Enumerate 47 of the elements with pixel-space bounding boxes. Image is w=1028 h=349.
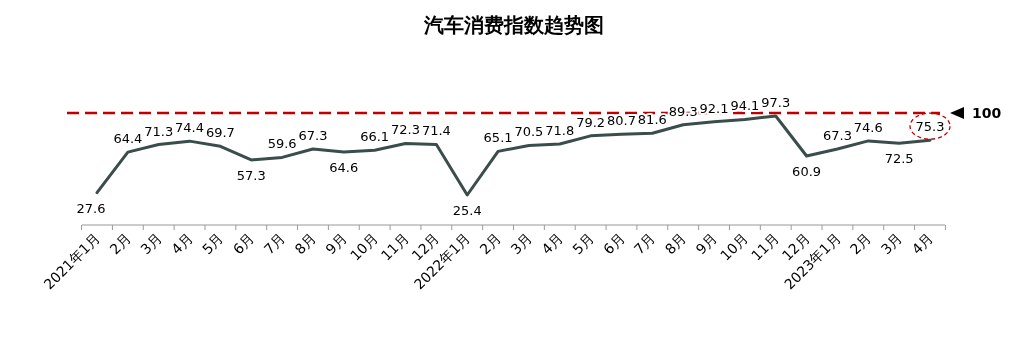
data-label: 67.3 [822,127,852,143]
data-label: 80.7 [607,113,636,129]
data-label: 71.3 [144,123,174,139]
data-label: 71.4 [421,123,451,139]
x-tick-label: 7月 [630,229,659,258]
data-label: 70.5 [514,124,544,140]
x-tick-label: 5月 [569,229,597,258]
data-label: 89.3 [668,103,698,119]
data-label: 75.3 [915,119,945,135]
x-tick-label: 3月 [137,229,165,258]
data-label: 66.1 [360,129,390,145]
data-label: 59.6 [267,136,297,152]
data-label: 69.7 [205,125,235,141]
data-label: 65.1 [483,130,513,146]
data-label: 94.1 [730,98,760,114]
data-label: 27.6 [76,200,106,216]
x-tick-label: 2月 [476,229,505,258]
data-label: 81.6 [637,112,667,128]
data-label: 71.8 [545,123,575,138]
x-tick-label: 3月 [877,229,906,258]
x-tick-label: 7月 [260,229,289,258]
data-label: 67.3 [298,127,328,143]
x-tick-label: 2月 [846,229,875,258]
data-label: 72.5 [884,151,914,167]
x-tick-label: 8月 [291,229,320,258]
data-label: 79.2 [576,114,606,130]
x-tick-label: 4月 [538,229,566,258]
x-tick-label: 5月 [199,229,227,258]
chart-title: 汽车消费指数趋势图 [423,13,604,37]
x-tick-label: 2月 [106,229,134,258]
x-tick-label: 6月 [229,229,258,258]
x-tick-label: 3月 [507,229,536,258]
x-tick-label: 8月 [661,229,690,258]
data-label: 25.4 [452,203,482,218]
data-label: 97.3 [761,94,791,110]
data-label: 57.3 [236,167,266,183]
data-label: 74.4 [175,120,205,136]
data-label: 92.1 [699,100,729,116]
ref-line-label: 100 [972,105,1002,121]
x-tick-label: 6月 [600,229,628,258]
data-label: 60.9 [792,163,822,179]
x-tick-label: 4月 [908,229,937,258]
x-tick-label: 4月 [168,229,196,258]
data-label: 64.4 [113,131,143,147]
data-label: 64.6 [329,159,359,175]
data-label: 74.6 [853,119,883,135]
data-label: 72.3 [391,122,420,138]
